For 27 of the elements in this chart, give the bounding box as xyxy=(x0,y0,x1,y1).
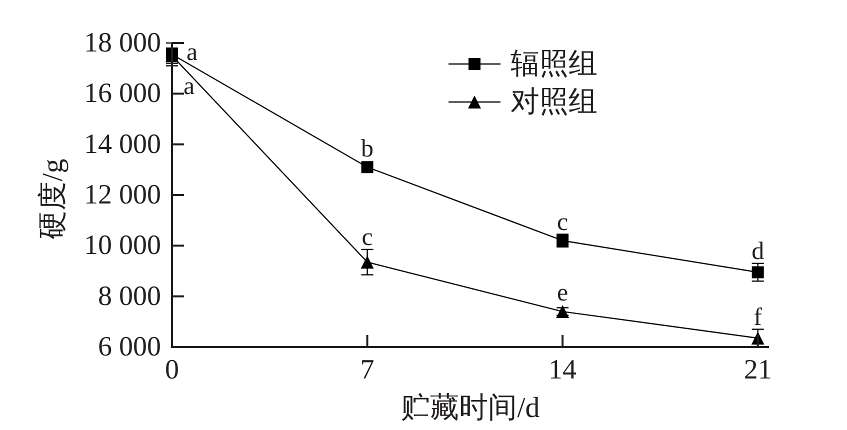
x-tick-label: 7 xyxy=(360,354,374,386)
x-axis-title: 贮藏时间/d xyxy=(401,392,540,424)
x-tick-label: 21 xyxy=(744,354,772,386)
x-tick-label: 14 xyxy=(548,354,577,386)
annotation: f xyxy=(754,304,762,331)
point xyxy=(556,305,570,318)
legend-label: 对照组 xyxy=(510,86,598,118)
y-tick-label: 16 000 xyxy=(84,78,161,110)
point xyxy=(360,256,374,269)
annotation: c xyxy=(557,208,568,236)
annotation: b xyxy=(361,136,374,163)
annotation: e xyxy=(557,280,568,307)
annotation: d xyxy=(752,238,764,265)
x-tick-label: 0 xyxy=(165,354,179,386)
point xyxy=(752,266,764,278)
y-tick-label: 12 000 xyxy=(84,180,161,210)
annotation: c xyxy=(362,224,373,251)
legend-label: 辐照组 xyxy=(510,48,598,80)
y-tick-label: 6 000 xyxy=(98,332,161,362)
point xyxy=(361,161,374,174)
y-tick-label: 18 000 xyxy=(84,28,161,58)
y-axis-title: 硬度/g xyxy=(37,158,69,240)
annotation: a xyxy=(186,38,198,66)
y-tick-label: 8 000 xyxy=(98,280,161,312)
annotation: a xyxy=(183,73,195,100)
y-tick-label: 10 000 xyxy=(84,230,161,262)
y-tick-label: 14 000 xyxy=(84,128,161,160)
